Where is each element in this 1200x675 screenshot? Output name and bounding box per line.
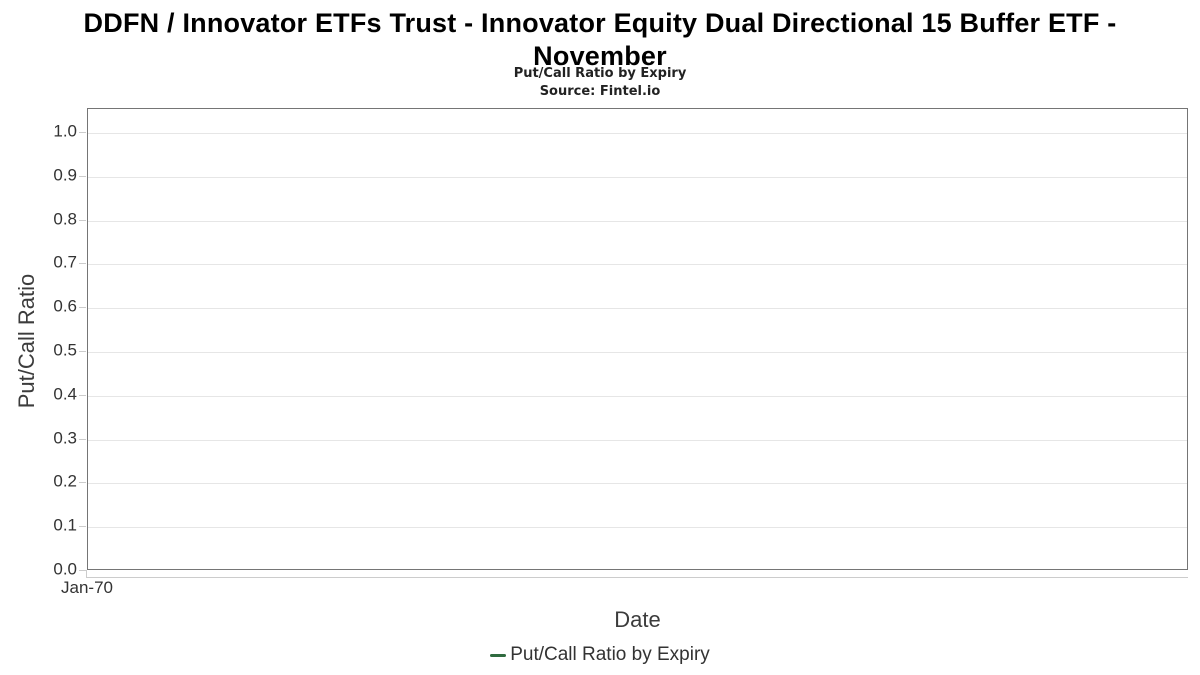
- y-gridline: [88, 352, 1187, 353]
- x-axis-title: Date: [614, 607, 661, 632]
- y-tick-label: 0.8: [53, 209, 77, 229]
- y-gridline: [88, 220, 1187, 222]
- y-tick-mark: [79, 351, 86, 352]
- x-axis-line: [87, 577, 1188, 578]
- y-tick-label: 0.1: [53, 515, 77, 535]
- y-tick-label: 0.4: [53, 384, 77, 404]
- chart-subtitle: Put/Call Ratio by Expiry: [513, 66, 687, 81]
- plot-area: [87, 108, 1188, 570]
- y-tick-label: 1.0: [53, 121, 77, 141]
- y-tick-mark: [79, 175, 86, 177]
- legend-item-put-call-ratio[interactable]: Put/Call Ratio by Expiry: [490, 644, 710, 666]
- y-gridline: [88, 527, 1187, 529]
- y-tick-label: 0.5: [53, 340, 77, 360]
- y-gridline: [88, 264, 1187, 266]
- y-gridline: [88, 308, 1187, 310]
- legend: Put/Call Ratio by Expiry: [0, 644, 1200, 666]
- y-tick-label: 0.9: [53, 165, 77, 185]
- y-gridline: [88, 133, 1187, 134]
- y-tick-label: 0.6: [53, 296, 77, 316]
- y-tick-mark: [79, 438, 86, 440]
- y-tick-mark: [79, 394, 86, 396]
- x-tick-mark: [86, 570, 87, 578]
- y-gridline: [88, 176, 1187, 178]
- y-gridline: [88, 395, 1187, 397]
- chart-source-credit: Source: Fintel.io: [539, 84, 661, 99]
- y-tick-mark: [79, 482, 86, 484]
- y-gridline: [88, 439, 1187, 441]
- y-tick-mark: [79, 263, 86, 265]
- y-tick-label: 0.3: [53, 428, 77, 448]
- y-tick-mark: [79, 219, 86, 221]
- y-tick-mark: [79, 132, 86, 133]
- y-tick-mark: [79, 526, 86, 528]
- y-tick-label: 0.2: [53, 471, 77, 491]
- y-tick-label: 0.0: [53, 559, 77, 579]
- y-gridline: [88, 483, 1187, 485]
- chart-title: DDFN / Innovator ETFs Trust - Innovator …: [83, 8, 1117, 71]
- y-tick-mark: [79, 570, 86, 571]
- y-tick-label: 0.7: [53, 252, 77, 272]
- x-tick-label: Jan-70: [61, 578, 113, 597]
- y-tick-mark: [79, 307, 86, 309]
- line-series-marker-icon: [490, 653, 507, 657]
- legend-item-label: Put/Call Ratio by Expiry: [510, 644, 710, 665]
